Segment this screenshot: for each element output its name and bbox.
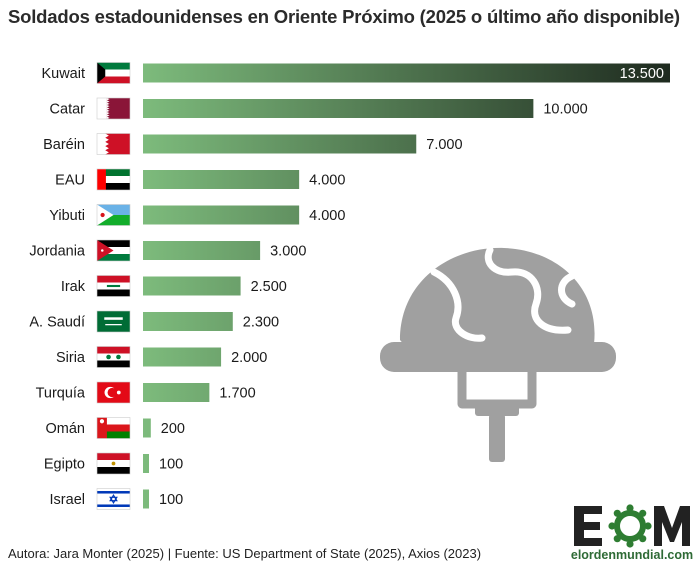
value-label-egipto: 100 <box>159 457 183 473</box>
value-label-eau: 4.000 <box>309 173 345 189</box>
category-label-egipto: Egipto <box>44 457 85 473</box>
djibouti-flag-icon <box>96 204 131 226</box>
value-label-turquia: 1.700 <box>219 386 255 402</box>
bar-egipto <box>143 454 149 473</box>
value-label-yibuti: 4.000 <box>309 208 345 224</box>
category-label-barein: Baréin <box>43 137 85 153</box>
bar-jordania <box>143 241 261 260</box>
value-label-kuwait: 13.500 <box>620 66 664 82</box>
iraq-flag-icon <box>96 275 131 297</box>
bar-a-saudi <box>143 312 233 331</box>
bar-oman <box>143 418 151 438</box>
category-label-yibuti: Yibuti <box>49 208 85 224</box>
bar-siria <box>143 347 222 367</box>
bar-barein <box>143 134 417 154</box>
bar-turquia <box>143 383 210 402</box>
category-label-israel: Israel <box>50 492 85 508</box>
value-label-israel: 100 <box>159 492 183 508</box>
category-label-catar: Catar <box>50 102 86 118</box>
eom-logo-mark <box>574 504 690 548</box>
value-label-irak: 2.500 <box>251 279 287 295</box>
value-label-siria: 2.000 <box>231 350 267 366</box>
category-label-a-saudi: A. Saudí <box>29 315 85 331</box>
bar-irak <box>143 276 241 296</box>
bar-catar <box>143 99 534 118</box>
value-label-oman: 200 <box>161 421 185 437</box>
category-label-jordania: Jordania <box>29 244 86 260</box>
israel-flag-icon <box>96 488 131 510</box>
oman-flag-icon <box>96 417 131 439</box>
source-footer: Autora: Jara Monter (2025) | Fuente: US … <box>8 546 482 561</box>
helmet-icon <box>380 246 616 462</box>
value-label-a-saudi: 2.300 <box>243 315 279 331</box>
brand-logo: elordenmundial.com <box>568 502 696 566</box>
value-label-barein: 7.000 <box>426 137 462 153</box>
value-label-catar: 10.000 <box>543 102 587 118</box>
category-label-turquia: Turquía <box>36 386 86 402</box>
category-label-eau: EAU <box>55 173 85 189</box>
logo-site-text: elordenmundial.com <box>570 548 694 562</box>
value-label-jordania: 3.000 <box>270 244 306 260</box>
bar-kuwait <box>143 63 670 83</box>
syria-flag-icon <box>96 346 131 368</box>
bar-eau <box>143 170 300 189</box>
uae-flag-icon <box>96 168 131 191</box>
bahrain-flag-icon <box>96 133 131 155</box>
chart-title: Soldados estadounidenses en Oriente Próx… <box>8 6 680 27</box>
category-label-kuwait: Kuwait <box>41 66 85 82</box>
category-label-irak: Irak <box>61 279 86 295</box>
category-label-siria: Siria <box>56 350 86 366</box>
category-label-oman: Omán <box>46 421 86 437</box>
turkey-flag-icon <box>96 381 131 404</box>
bar-yibuti <box>143 205 300 225</box>
bar-israel <box>143 489 149 509</box>
qatar-flag-icon <box>96 97 131 120</box>
kuwait-flag-icon <box>96 62 131 84</box>
saudi-arabia-flag-icon <box>96 310 131 333</box>
egypt-flag-icon <box>96 452 131 475</box>
jordan-flag-icon <box>96 239 131 262</box>
